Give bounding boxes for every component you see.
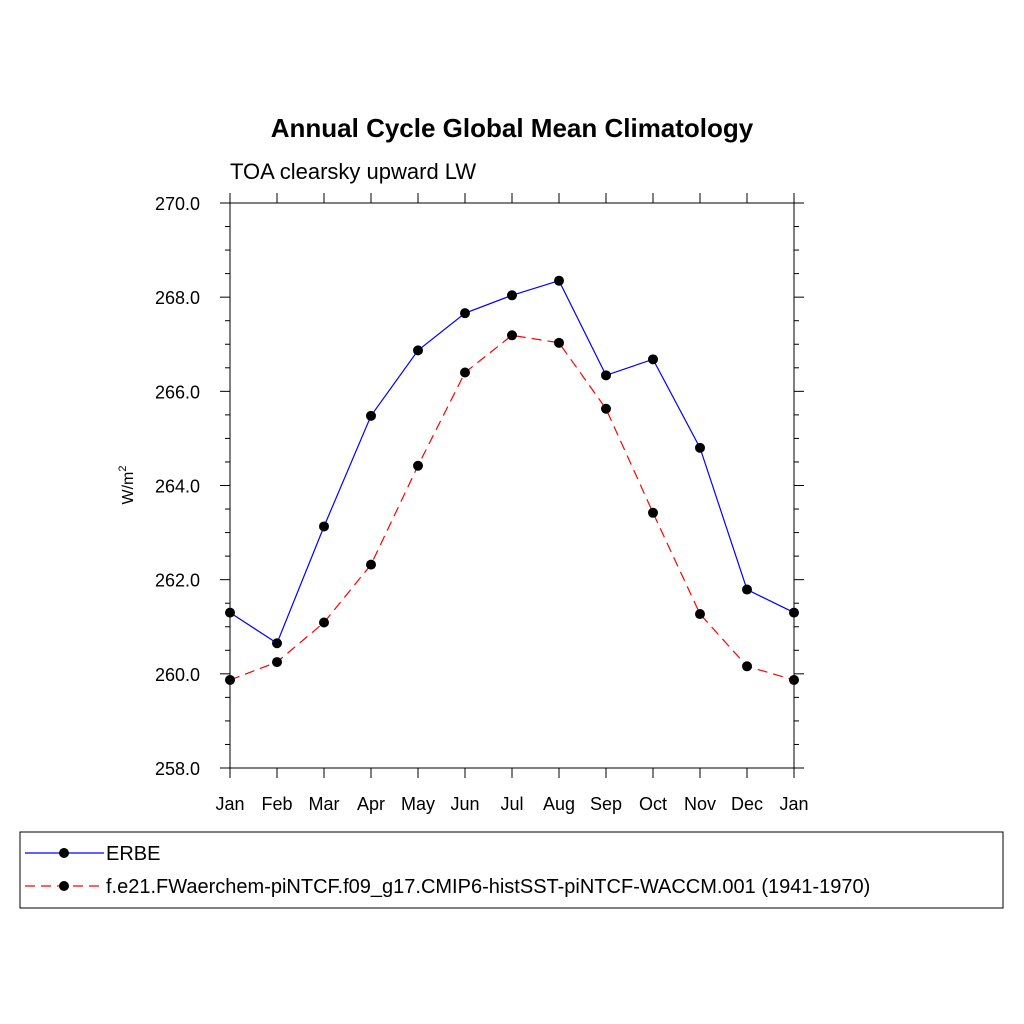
x-tick-label: Apr	[357, 794, 385, 814]
series-layer	[225, 275, 799, 685]
series-1-point	[789, 674, 799, 685]
series-1-point	[601, 403, 611, 414]
x-tick-label: Jan	[779, 794, 808, 814]
x-tick-label: Jul	[500, 794, 523, 814]
legend: ERBE f.e21.FWaerchem-piNTCF.f09_g17.CMIP6…	[25, 843, 870, 898]
x-tick-label: Sep	[590, 794, 622, 814]
series-0-point	[554, 275, 564, 286]
series-1-point	[507, 330, 517, 341]
series-1-point	[413, 460, 423, 471]
series-1-point	[225, 674, 235, 685]
x-tick-label: May	[401, 794, 435, 814]
y-tick-label: 270.0	[155, 194, 200, 214]
legend-label-0: ERBE	[106, 843, 160, 865]
y-tick-label: 262.0	[155, 571, 200, 591]
y-tick-label: 260.0	[155, 665, 200, 685]
series-0-point	[789, 607, 799, 618]
y-axis-label: W/m2	[117, 466, 137, 505]
legend-box	[19, 831, 1004, 909]
series-1-point	[460, 367, 470, 378]
series-0-point	[742, 584, 752, 595]
series-1-point	[554, 337, 564, 348]
x-tick-label: Feb	[261, 794, 292, 814]
series-0-point	[366, 410, 376, 421]
series-0-point	[601, 370, 611, 381]
series-1-point	[366, 559, 376, 570]
x-tick-label: Jan	[215, 794, 244, 814]
series-1-point	[648, 507, 658, 518]
x-tick-label: Oct	[639, 794, 667, 814]
y-tick-label: 264.0	[155, 477, 200, 497]
chart-subtitle: TOA clearsky upward LW	[230, 159, 476, 184]
legend-marker-1	[59, 881, 69, 891]
chart-title: Annual Cycle Global Mean Climatology	[271, 113, 754, 143]
series-1-point	[319, 617, 329, 628]
axis-tick-labels: Jan Feb Mar Apr May Jun Jul Aug Sep Oct Nov Dec Jan 2…	[155, 194, 809, 814]
x-tick-label: Nov	[684, 794, 716, 814]
plot-frame	[229, 202, 795, 769]
series-1-point	[695, 609, 705, 620]
x-tick-label: Jun	[450, 794, 479, 814]
series-0-point	[460, 308, 470, 319]
series-0-point	[413, 345, 423, 356]
axis-ticks	[220, 193, 804, 778]
y-axis-label-text: W/m	[120, 472, 137, 505]
y-tick-label: 258.0	[155, 759, 200, 779]
y-axis-label-superscript: 2	[117, 466, 129, 472]
x-tick-label: Dec	[731, 794, 763, 814]
series-1-point	[742, 661, 752, 672]
series-0-point	[695, 442, 705, 453]
series-1-point	[272, 657, 282, 668]
series-line-1	[229, 334, 795, 681]
series-0-point	[507, 290, 517, 301]
x-tick-label: Mar	[309, 794, 340, 814]
series-0-point	[225, 607, 235, 618]
y-tick-label: 268.0	[155, 288, 200, 308]
legend-label-1: f.e21.FWaerchem-piNTCF.f09_g17.CMIP6-his…	[106, 876, 870, 898]
series-0-point	[272, 638, 282, 649]
x-tick-label: Aug	[543, 794, 575, 814]
series-0-point	[319, 521, 329, 532]
y-tick-label: 266.0	[155, 382, 200, 402]
svg-text:W/m2: W/m2	[117, 466, 137, 505]
series-0-point	[648, 354, 658, 365]
legend-marker-0	[59, 848, 69, 858]
